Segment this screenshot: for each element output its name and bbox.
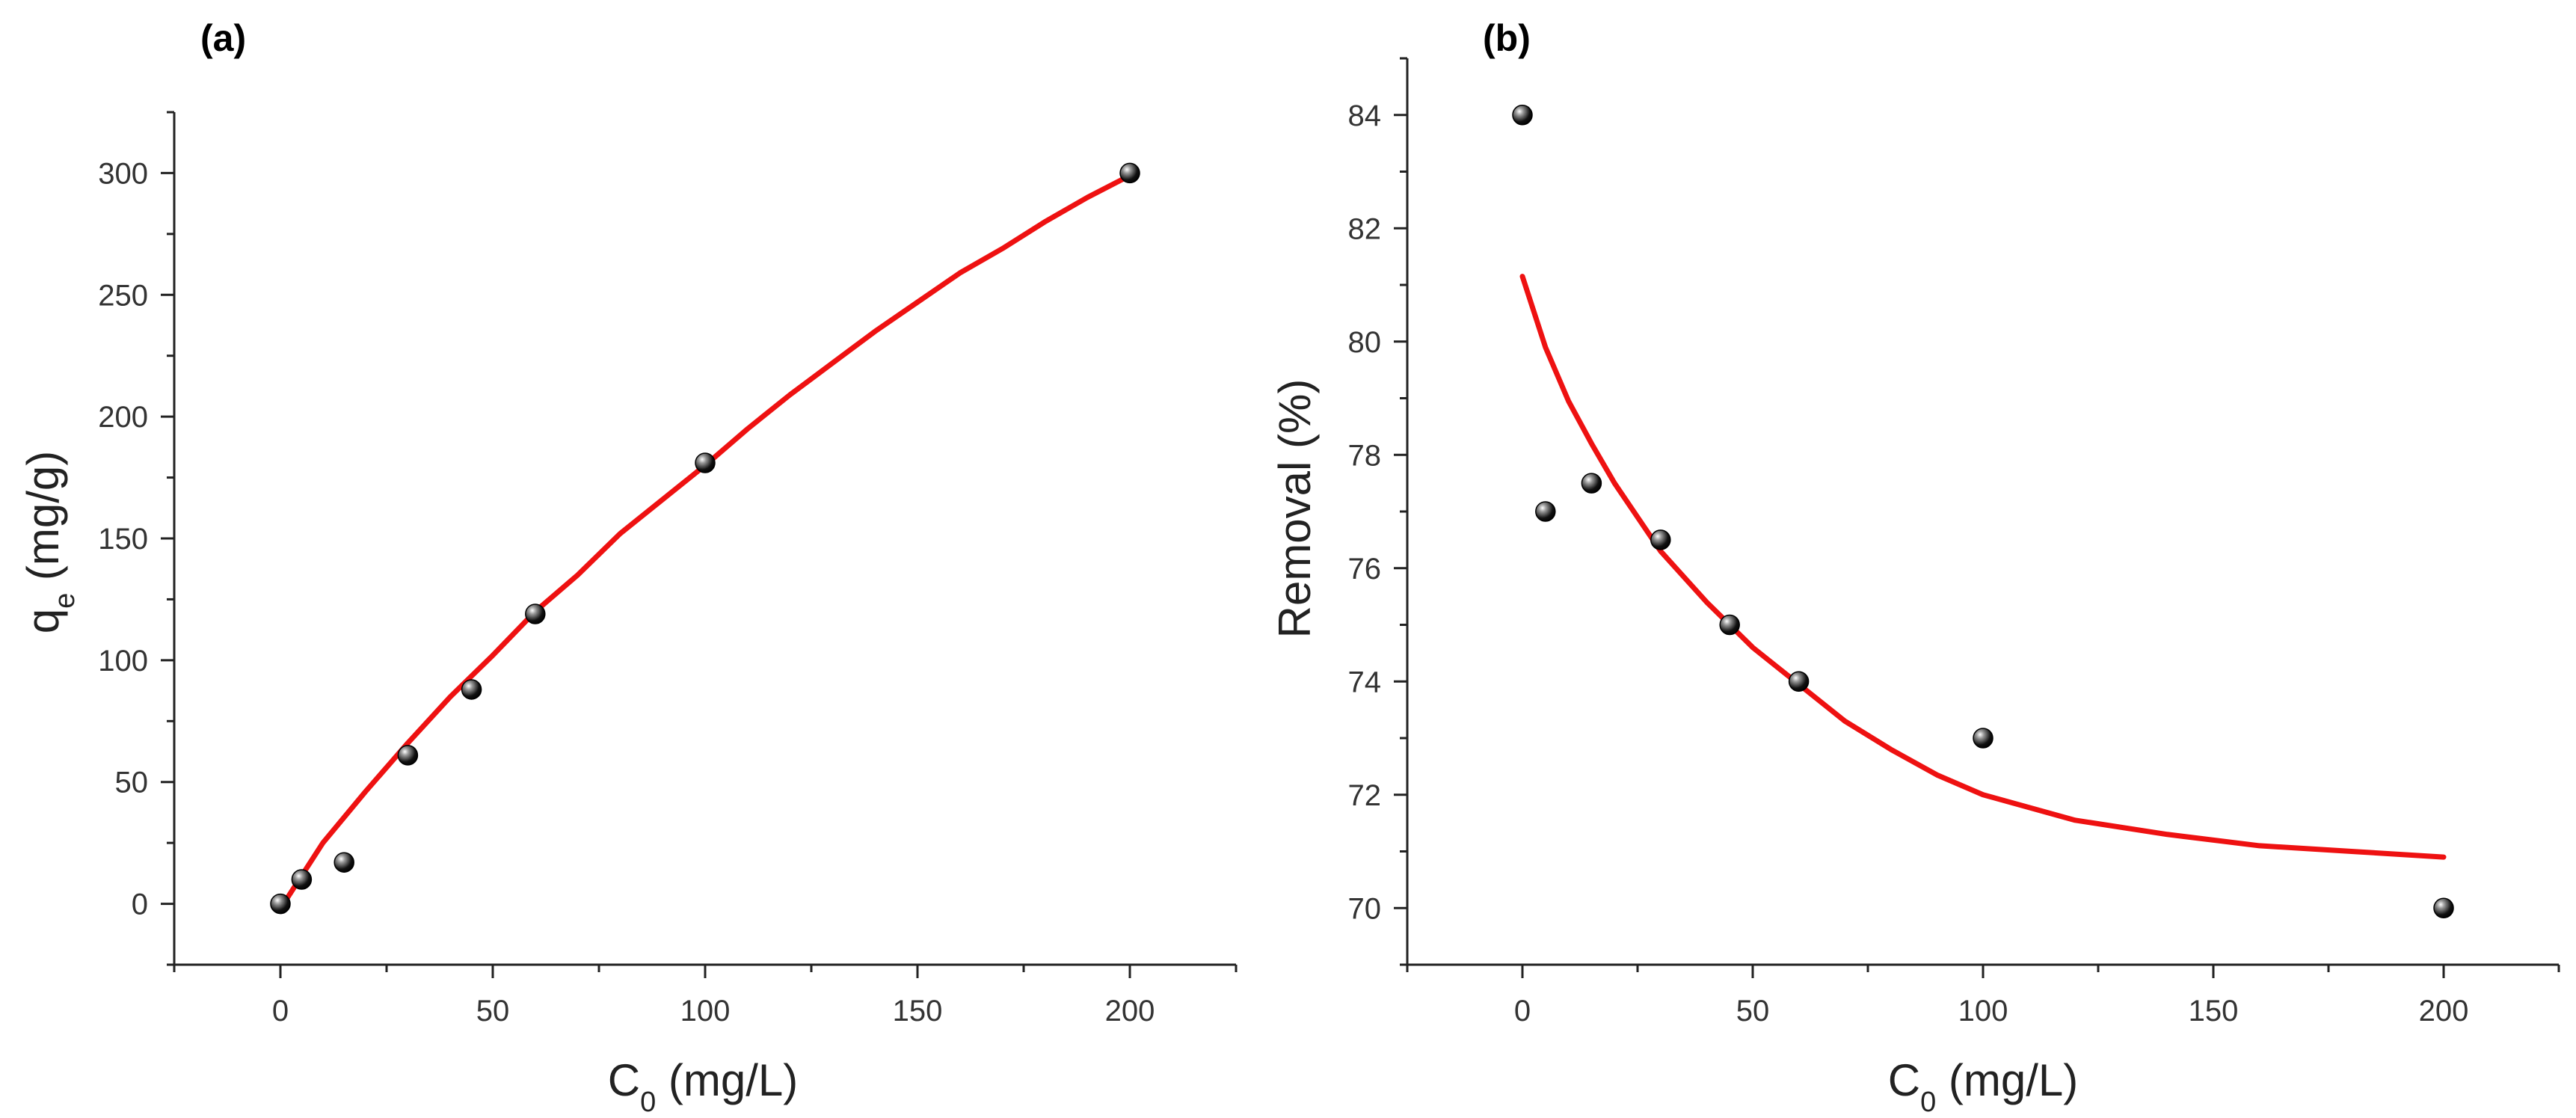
pb-data-point [1788, 671, 1810, 692]
pa-y-tick-label: 150 [98, 523, 148, 556]
pa-data-point [397, 745, 419, 766]
pb-y-tick-label: 84 [1348, 99, 1382, 132]
pb-x-tick-label: 200 [2419, 995, 2469, 1028]
pb-data-point [1512, 105, 1533, 126]
pa-data-point [525, 603, 546, 624]
pa-y-axis-title: qe (mg/g) [18, 451, 81, 634]
pa-x-tick-label: 50 [476, 995, 510, 1028]
pb-data-point [1719, 614, 1740, 636]
pb-data-point [1650, 529, 1671, 550]
pa-y-tick-label: 0 [132, 888, 148, 921]
pb-y-tick-label: 74 [1348, 666, 1382, 698]
pa-y-tick-label: 200 [98, 401, 148, 434]
pb-data-point [2433, 897, 2454, 918]
pb-x-tick-label: 0 [1514, 995, 1531, 1028]
pa-y-tick-label: 250 [98, 279, 148, 312]
pa-data-point [1119, 162, 1140, 184]
pb-y-tick-label: 72 [1348, 779, 1382, 812]
pb-fit-line [1519, 274, 2447, 860]
pa-data-point [461, 679, 482, 700]
pb-y-tick-label: 70 [1348, 892, 1382, 925]
pa-data-point [695, 452, 716, 473]
pb-y-tick-label: 78 [1348, 439, 1382, 472]
pb-y-tick-label: 76 [1348, 553, 1382, 586]
pa-x-tick-label: 200 [1105, 995, 1155, 1028]
pb-x-tick-label: 50 [1736, 995, 1770, 1028]
pa-data-point [333, 852, 354, 873]
pa-fit-line [277, 173, 1133, 912]
pa-data-point [270, 893, 291, 915]
pb-x-axis-title: C0 (mg/L) [1888, 1055, 2079, 1118]
pa-x-tick-label: 100 [680, 995, 731, 1028]
pb-data-point [1535, 501, 1556, 522]
pb-y-tick-label: 82 [1348, 212, 1382, 245]
panel-b: 0 50 100 150 200 70 72 74 76 78 80 82 84 (b) C0 (mg/L)… [1270, 17, 2560, 1118]
pa-y-tick-label: 50 [115, 767, 149, 799]
pa-data-point [291, 869, 313, 890]
pb-y-axis-title: Removal (%) [1270, 379, 1320, 639]
pb-y-tick-label: 80 [1348, 326, 1382, 359]
pa-panel-label: (a) [200, 17, 246, 59]
pa-y-tick-label: 100 [98, 645, 148, 678]
pb-data-point [1581, 473, 1602, 494]
pa-x-tick-label: 0 [272, 995, 289, 1028]
pb-x-tick-label: 100 [1958, 995, 2008, 1028]
pa-x-axis-title: C0 (mg/L) [608, 1055, 799, 1118]
pb-data-point [1973, 728, 1994, 749]
panel-a: 0 50 100 150 200 0 50 100 150 200 250 300 (a) C0 (mg/… [18, 17, 1238, 1118]
pa-x-tick-label: 150 [893, 995, 943, 1028]
pb-x-tick-label: 150 [2189, 995, 2239, 1028]
pb-panel-label: (b) [1483, 17, 1531, 59]
pa-y-tick-label: 300 [98, 157, 148, 190]
